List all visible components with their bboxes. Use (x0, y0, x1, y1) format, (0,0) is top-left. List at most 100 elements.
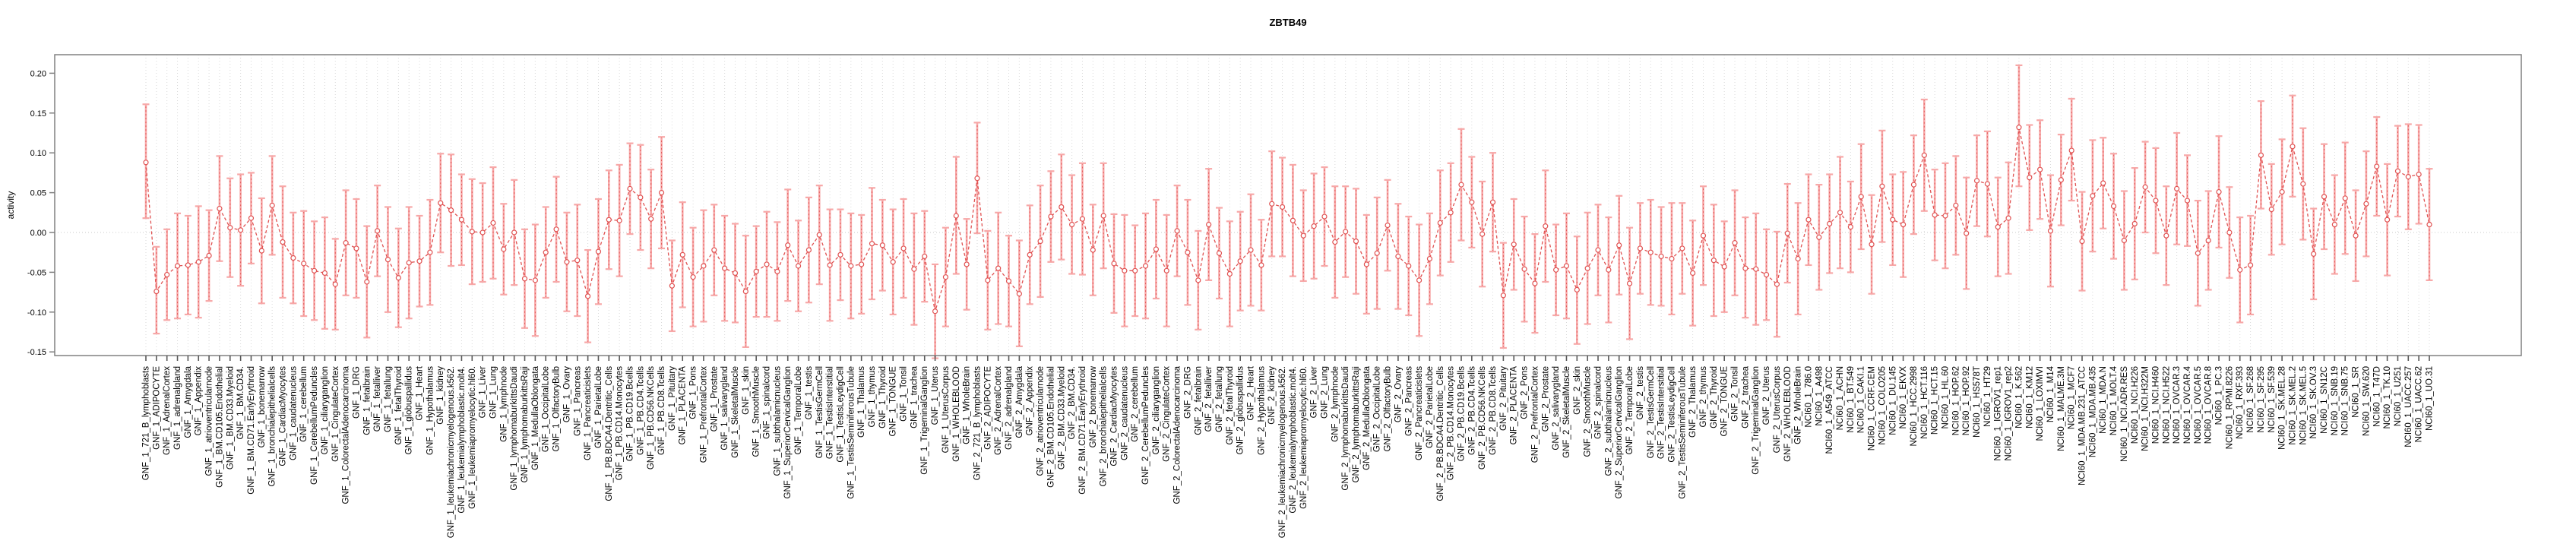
x-tick-label: GNF_2_Uterus (1762, 366, 1771, 425)
x-tick-label: NCI60_1_HS578T (1973, 366, 1982, 438)
x-tick-label: GNF_1_PrefrontalCortex (699, 366, 708, 463)
x-tick-label: GNF_2_bronchialepithelialcells (1100, 366, 1109, 487)
x-tick-label: NCI60_1_K.562 (2014, 366, 2024, 428)
x-tick-label: NCI60_1_MDA.MB.435 (2088, 366, 2097, 457)
y-tick-label: 0.00 (30, 229, 46, 238)
x-tick-label: GNF_1_PLACENTA (679, 366, 688, 445)
x-tick-label: GNF_1_Lung (489, 366, 498, 419)
x-tick-label: NCI60_1_SR (2352, 366, 2361, 418)
x-tick-label: GNF_1_SuperiorCervicalGanglion (783, 366, 793, 499)
x-tick-label: GNF_2_PrefrontalCortex (1530, 366, 1540, 463)
error-bars (142, 64, 2433, 359)
x-tick-label: NCI60_1_OVCAR.8 (2204, 366, 2214, 444)
x-tick-label: GNF_2_SkeletalMuscle (1562, 366, 1571, 458)
x-tick-label: GNF_1_Heart (416, 365, 425, 420)
x-tick-label: GNF_1_cerebellum (299, 366, 309, 442)
x-tick-label: NCI60_1_SF.295 (2257, 366, 2266, 433)
x-tick-label: GNF_1_lymphomaburkittsRaji (521, 366, 530, 482)
x-tick-label: GNF_2_atrioventricularnode (1036, 366, 1046, 476)
x-tick-label: GNF_2_trachea (1741, 365, 1750, 428)
x-tick-label: GNF_1_WHOLEBLOOD (952, 366, 961, 462)
x-tick-label: NCI60_1_MCF7 (2068, 366, 2077, 429)
x-tick-label: GNF_2_fetalliver (1204, 366, 1214, 432)
x-tick-label: NCI60_1_NCI.H322M (2141, 366, 2150, 451)
x-tick-label: GNF_2_PLACENTA (1510, 366, 1519, 445)
x-tick-label: GNF_2_TestisLeydigCell (1667, 366, 1676, 463)
x-tick-label: GNF_1_leukemiachronicmyelogenous.k562. (447, 366, 456, 538)
x-tick-label: NCI60_1_MOLT.4 (2109, 365, 2119, 435)
x-tick-label: GNF_2_CingulateCortex (1163, 366, 1172, 462)
chart-title: ZBTB49 (1269, 17, 1307, 28)
x-tick-label: NCI60_1_SF.539 (2267, 366, 2277, 433)
x-tick-label: GNF_1_globuspallidus (405, 366, 414, 455)
data-point-markers (143, 125, 2432, 315)
x-tick-label: GNF_2_skin (1573, 366, 1582, 415)
x-tick-label: GNF_1_Liver (479, 366, 488, 419)
x-tick-label: GNF_2_Thyroid (1710, 366, 1719, 428)
x-tick-label: NCI60_1_UO.31 (2426, 366, 2435, 431)
x-tick-label: NCI60_1_T47D (2372, 366, 2381, 427)
x-tick-label: GNF_2_thymus (1699, 366, 1708, 428)
x-tick-label: GNF_1_thymus (868, 366, 877, 428)
x-tick-label: GNF_2_CerebellumPeduncles (1141, 366, 1150, 485)
x-tick-label: NCI60_1_NCI.H522 (2162, 366, 2171, 444)
x-tick-label: NCI60_1_KM12 (2025, 366, 2034, 428)
x-tick-label: GNF_1_ParietalLobe (594, 366, 603, 448)
x-tick-label: GNF_2_spinalcord (1594, 366, 1603, 439)
x-tick-label: GNF_2_leukemialymphoblastic.molt4. (1289, 366, 1298, 514)
x-tick-label: GNF_2_Hypothalamus (1257, 366, 1266, 455)
x-tick-label: GNF_1_BM.CD34. (236, 366, 245, 440)
x-tick-label: GNF_2_bonemarrow (1089, 365, 1098, 447)
x-tick-label: GNF_1_Prostate (710, 366, 719, 432)
x-tick-label: GNF_2_WholeBrain (1794, 366, 1803, 444)
x-tick-label: GNF_2_721_B_lymphoblasts (973, 366, 982, 480)
x-tick-label: GNF_2_globuspallidus (1236, 366, 1245, 455)
x-tick-label: GNF_2_TONGUE (1720, 366, 1729, 437)
y-tick-label: -0.10 (27, 308, 46, 318)
x-tick-label: GNF_2_Pancreas (1404, 366, 1413, 436)
x-tick-label: GNF_1_adrenalgland (173, 366, 182, 450)
x-tick-label: NCI60_1_IGROV1_rep2 (2005, 366, 2014, 461)
x-tick-label: GNF_1_Tonsil (900, 366, 909, 422)
x-tick-label: GNF_2_SmoothMuscle (1584, 366, 1593, 457)
x-tick-label: NCI60_1_CAKI.1 (1857, 366, 1866, 433)
x-tick-label: GNF_2_TemporalLobe (1625, 366, 1635, 454)
x-tick-label: NCI60_1_MALME.3M (2057, 366, 2066, 451)
x-tick-label: GNF_2_Pituitary (1499, 366, 1508, 431)
x-tick-label: NCI60_1_OVCAR.4 (2183, 365, 2192, 444)
x-tick-label: GNF_1_PB.CD56.NKCells (647, 366, 656, 470)
x-tick-label: NCI60_1_SK.MEL.5 (2299, 366, 2308, 445)
x-tick-label: GNF_1_Pons (689, 366, 698, 419)
x-tick-label: GNF_1_ColorectalAdenocarcinoma (342, 365, 351, 504)
x-tick-label: NCI60_1_HCT.15 (1931, 366, 1940, 435)
x-tick-label: GNF_1_BM.CD71.EarlyErythroid (247, 366, 256, 495)
x-tick-label: GNF_1_fetalbrain (362, 366, 372, 435)
x-tick-label: NCI60_1_BT.549 (1847, 366, 1856, 433)
x-tick-label: GNF_2_testis (1636, 366, 1645, 420)
x-tick-label: GNF_2_ParietalLobe (1426, 366, 1435, 448)
x-tick-label: GNF_2_BM.CD33.Myeloid (1057, 366, 1066, 470)
x-tick-label: NCI60_1_PC.3 (2215, 366, 2224, 425)
x-tick-label: GNF_2_PB.BDCA4.Dentritic_Cells (1436, 366, 1445, 501)
x-tick-label: GNF_2_OlfactoryBulb (1384, 366, 1393, 452)
x-tick-label: GNF_2_Heart (1247, 365, 1256, 420)
x-tick-label: NCI60_1_UACC.62 (2415, 366, 2424, 442)
x-tick-label: NCI60_1_COLO205 (1878, 366, 1887, 445)
x-tick-label: GNF_2_CardiacMyocytes (1110, 366, 1119, 466)
x-tick-label: GNF_2_BM.CD71.EarlyErythroid (1078, 366, 1087, 495)
x-tick-label: NCI60_1_786.0 (1804, 366, 1813, 428)
x-tick-label: NCI60_1_NCI.H460 (2151, 366, 2160, 444)
x-tick-label: GNF_2_salivarygland (1552, 366, 1561, 451)
x-tick-label: GNF_1_SkeletalMuscle (731, 366, 740, 458)
x-tick-label: NCI60_1_DU.145 (1888, 366, 1897, 435)
x-tick-label: NCI60_1_RXF.393 (2236, 366, 2245, 439)
x-tick-label: NCI60_1_TK.10 (2383, 366, 2392, 428)
x-tick-label: GNF_1_PB.CD8.Tcells (657, 366, 666, 455)
x-tick-label: GNF_1_Pancreas (573, 366, 582, 436)
x-tick-label: GNF_1_lymphomaburkittsDaudi (510, 366, 519, 491)
x-tick-label: GNF_1_fetalliver (373, 366, 382, 432)
y-tick-label: 0.05 (30, 189, 46, 198)
x-tick-label: GNF_2_SuperiorCervicalGanglion (1615, 366, 1624, 499)
gridlines (55, 55, 2521, 356)
